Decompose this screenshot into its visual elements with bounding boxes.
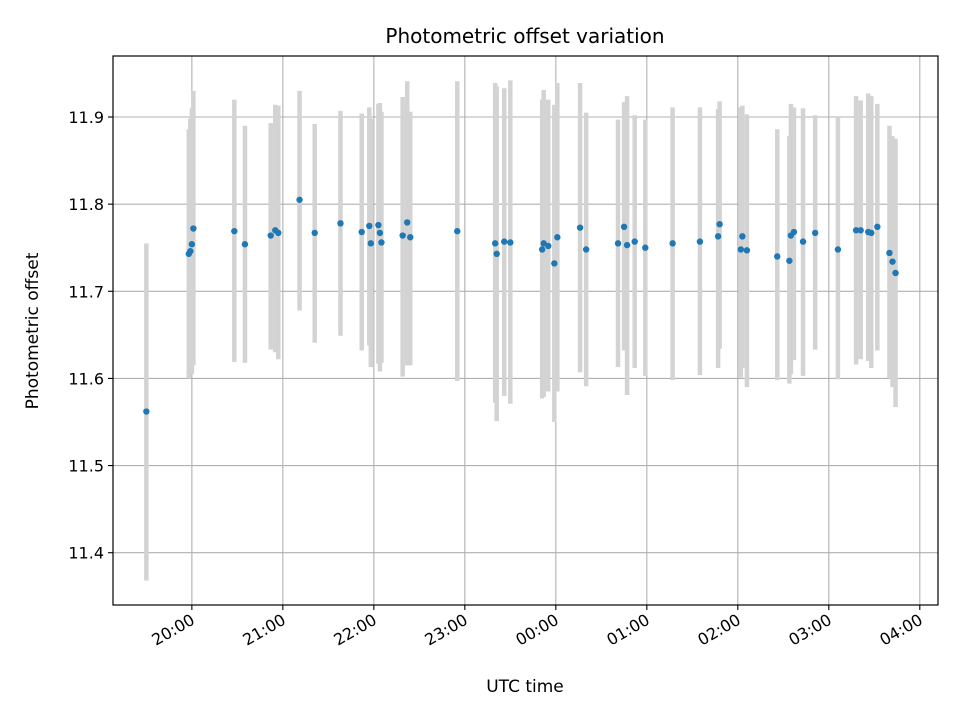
data-point: [811, 229, 819, 237]
data-point: [582, 246, 590, 253]
data-point: [311, 229, 318, 237]
data-point: [737, 246, 745, 253]
data-point: [454, 227, 461, 235]
data-point: [538, 246, 546, 253]
data-point: [367, 240, 375, 247]
data-point: [786, 257, 793, 264]
data-point: [868, 229, 875, 237]
data-point: [620, 223, 628, 230]
data-point: [375, 221, 382, 229]
data-point: [631, 238, 638, 245]
data-point: [407, 234, 414, 241]
data-point: [188, 241, 196, 248]
data-point: [696, 238, 704, 245]
data-point: [241, 241, 249, 248]
data-points: [143, 196, 899, 415]
y-tick-label: 11.6: [68, 369, 104, 388]
chart-title: Photometric offset variation: [385, 24, 664, 48]
data-point: [337, 220, 344, 227]
data-point: [267, 232, 274, 239]
plot-area-frame: [112, 55, 939, 606]
data-point: [507, 239, 514, 246]
data-point: [491, 240, 499, 247]
data-point: [187, 248, 194, 255]
data-point: [642, 244, 649, 251]
data-point: [404, 219, 411, 226]
data-point: [275, 229, 282, 237]
data-point: [376, 229, 384, 237]
data-point: [614, 240, 622, 247]
data-point: [143, 408, 150, 415]
data-point: [852, 227, 860, 234]
data-point: [623, 241, 631, 249]
y-axis: 11.4 11.5 11.6 11.7 11.8 11.9: [68, 108, 113, 563]
y-tick-label: 11.7: [68, 282, 104, 301]
y-tick-label: 11.4: [68, 544, 104, 563]
data-point: [886, 249, 893, 257]
y-tick-label: 11.9: [68, 108, 104, 127]
data-point: [399, 232, 406, 239]
data-point: [358, 228, 365, 236]
data-point: [576, 224, 584, 231]
data-point: [874, 223, 881, 230]
data-point: [545, 242, 552, 250]
data-point: [889, 258, 896, 265]
data-point: [714, 233, 722, 240]
data-point: [231, 227, 238, 235]
y-axis-title: Photometric offset: [23, 252, 43, 409]
data-point: [743, 247, 751, 254]
data-point: [774, 253, 781, 260]
data-point: [296, 196, 303, 203]
y-tick-label: 11.5: [68, 457, 104, 476]
x-axis-title: UTC time: [486, 677, 564, 697]
data-point: [892, 269, 899, 277]
data-point: [551, 260, 558, 267]
data-point: [366, 222, 373, 230]
data-point: [799, 238, 807, 245]
data-point: [190, 225, 197, 232]
data-point: [739, 233, 746, 240]
data-point: [857, 227, 864, 234]
data-point: [554, 234, 561, 241]
data-point: [493, 250, 500, 258]
data-point: [378, 239, 385, 246]
data-point: [834, 246, 842, 253]
y-tick-label: 11.8: [68, 195, 104, 214]
data-point: [790, 228, 798, 236]
data-point: [501, 238, 508, 245]
data-point: [716, 220, 723, 228]
data-point: [669, 240, 676, 247]
